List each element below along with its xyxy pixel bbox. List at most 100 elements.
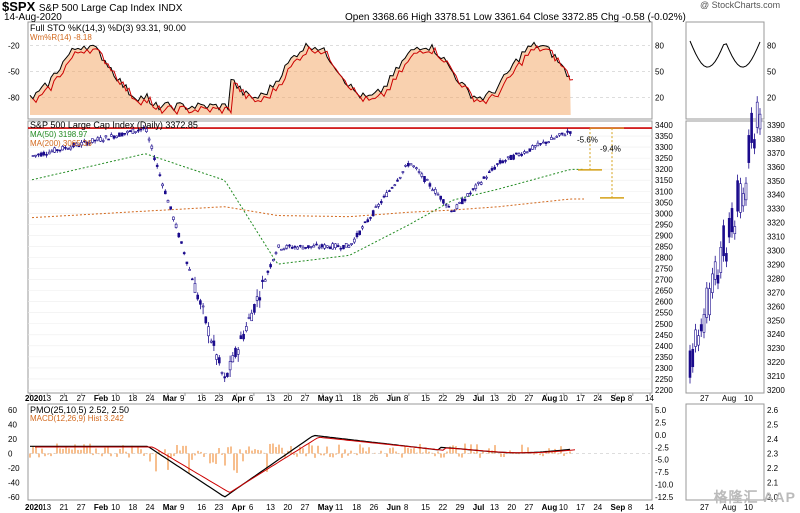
candle-body	[31, 155, 35, 157]
macd-hist-bar	[62, 448, 64, 454]
candle-body	[182, 252, 186, 255]
price-tick-label: 2700	[655, 276, 673, 285]
macd-hist-bar	[368, 447, 370, 454]
candle-body	[317, 246, 321, 249]
price-tick-label: 2400	[655, 342, 673, 351]
x-tick-label: 27	[524, 394, 533, 403]
candle-body	[471, 188, 475, 190]
macd-hist-bar	[413, 448, 415, 454]
candle-body	[477, 181, 480, 184]
macd-hist-bar	[398, 453, 400, 455]
macd-hist-bar	[98, 453, 100, 455]
candle-body	[531, 145, 534, 150]
inset-candle-body	[733, 226, 737, 235]
candle-body	[80, 142, 83, 146]
x-tick-label-bottom: Jul	[473, 503, 485, 512]
macd-hist-bar	[140, 449, 142, 454]
candle-body	[209, 340, 213, 343]
macd-hist-bar	[320, 453, 322, 456]
macd-hist-bar	[104, 447, 106, 454]
macd-hist-bar	[305, 453, 307, 457]
macd-hist-bar	[287, 450, 289, 454]
stoch-inset-tick: 20	[767, 94, 776, 103]
candle-body	[236, 349, 240, 355]
macd-hist-bar	[152, 453, 154, 455]
price-tick-label: 2850	[655, 242, 673, 251]
x-tick-label-bottom: 15	[421, 503, 430, 512]
x-tick-label-bottom: 24	[593, 503, 602, 512]
x-tick-label-bottom: 26	[369, 503, 378, 512]
inset-candle-body	[758, 113, 762, 130]
candle-body	[174, 223, 178, 228]
macd-hist-bar	[212, 453, 214, 463]
inset-candle-body	[722, 225, 725, 257]
pmo-inset-tick: 2.3	[767, 450, 779, 459]
inset-x-label-bottom: 10	[744, 503, 753, 512]
x-tick-label-bottom: Aug	[542, 503, 558, 512]
candle-body	[42, 151, 46, 156]
candle-body	[104, 135, 108, 138]
x-tick-label-bottom: 10	[111, 503, 120, 512]
candle-body	[296, 246, 299, 250]
macd-hist-bar	[170, 453, 172, 458]
x-tick-label-bottom: Jun	[387, 503, 401, 512]
macd-hist-bar	[173, 453, 175, 457]
x-tick-label-bottom: 8	[404, 503, 409, 512]
candle-body	[161, 183, 164, 187]
candle-body	[282, 247, 286, 250]
candle-body	[347, 245, 351, 248]
candle-body	[344, 243, 348, 248]
macd-hist-bar	[32, 446, 34, 454]
candle-body	[293, 246, 297, 248]
x-tick-label: Feb	[94, 394, 108, 403]
macd-hist-bar	[359, 444, 361, 454]
inset-tick-label: 3230	[767, 344, 785, 353]
price-tick-label: 3150	[655, 176, 673, 185]
macd-hist-bar	[119, 449, 121, 454]
x-tick-label: 14	[645, 394, 654, 403]
x-tick-label: 24	[146, 394, 155, 403]
inset-candle-body	[719, 246, 723, 273]
macd-hist-bar	[254, 449, 256, 454]
candle-body	[520, 153, 524, 156]
x-tick-label-bottom: 9	[180, 503, 185, 512]
inset-stoch-line	[689, 40, 761, 68]
x-tick-label-bottom: 8	[628, 503, 633, 512]
x-tick-label: 9	[180, 394, 185, 403]
x-tick-label: Mar	[163, 394, 177, 403]
macd-hist-bar	[449, 446, 451, 454]
candle-body	[371, 210, 375, 217]
candle-body	[231, 355, 235, 363]
macd-hist-bar	[317, 445, 319, 454]
grid-lines	[28, 45, 652, 454]
macd-hist-bar	[458, 453, 460, 457]
candle-body	[226, 372, 229, 377]
pmo-left-tick: 40	[8, 421, 17, 430]
candle-body	[247, 317, 251, 319]
x-tick-label-bottom: 27	[301, 503, 310, 512]
macd-hist-bar	[65, 447, 67, 454]
price-tick-label: 3000	[655, 209, 673, 218]
candle-body	[255, 296, 259, 301]
macd-hist-bar	[518, 453, 520, 455]
price-tick-label: 2300	[655, 364, 673, 373]
candle-body	[101, 140, 105, 142]
inset-candle-body	[713, 261, 717, 280]
x-tick-label-bottom: 21	[59, 503, 68, 512]
inset-tick-label: 3240	[767, 330, 785, 339]
x-tick-label: 24	[593, 394, 602, 403]
macd-hist-bar	[323, 453, 325, 456]
candle-body	[147, 138, 151, 141]
candle-body	[444, 204, 448, 206]
candle-body	[223, 376, 226, 379]
macd-hist-bar	[230, 446, 232, 454]
price-tick-label: 3400	[655, 121, 673, 130]
candle-body	[382, 195, 386, 198]
x-tick-label: 2020	[25, 394, 43, 403]
candle-body	[290, 246, 294, 249]
exchange: INDX	[158, 3, 183, 14]
candle-body	[358, 230, 362, 235]
inset-candle-body	[688, 350, 692, 378]
macd-hist-bar	[347, 453, 349, 456]
candle-body	[304, 247, 308, 249]
